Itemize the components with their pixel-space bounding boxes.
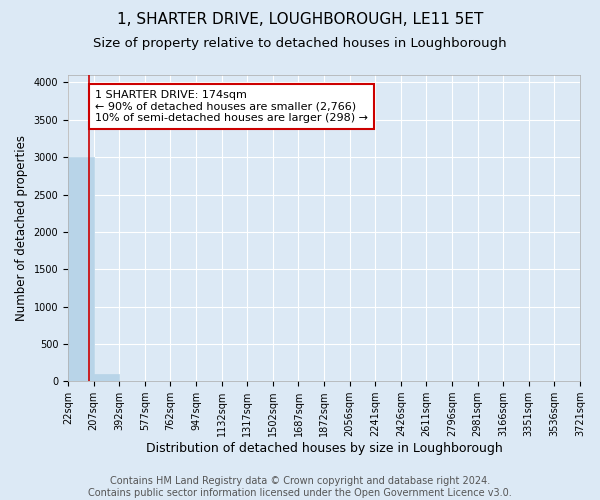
X-axis label: Distribution of detached houses by size in Loughborough: Distribution of detached houses by size … bbox=[146, 442, 502, 455]
Y-axis label: Number of detached properties: Number of detached properties bbox=[15, 135, 28, 321]
Text: 1 SHARTER DRIVE: 174sqm
← 90% of detached houses are smaller (2,766)
10% of semi: 1 SHARTER DRIVE: 174sqm ← 90% of detache… bbox=[95, 90, 368, 123]
Text: Size of property relative to detached houses in Loughborough: Size of property relative to detached ho… bbox=[93, 38, 507, 51]
Text: Contains HM Land Registry data © Crown copyright and database right 2024.
Contai: Contains HM Land Registry data © Crown c… bbox=[88, 476, 512, 498]
Bar bbox=[94, 374, 119, 381]
Bar bbox=[68, 157, 94, 381]
Text: 1, SHARTER DRIVE, LOUGHBOROUGH, LE11 5ET: 1, SHARTER DRIVE, LOUGHBOROUGH, LE11 5ET bbox=[117, 12, 483, 28]
